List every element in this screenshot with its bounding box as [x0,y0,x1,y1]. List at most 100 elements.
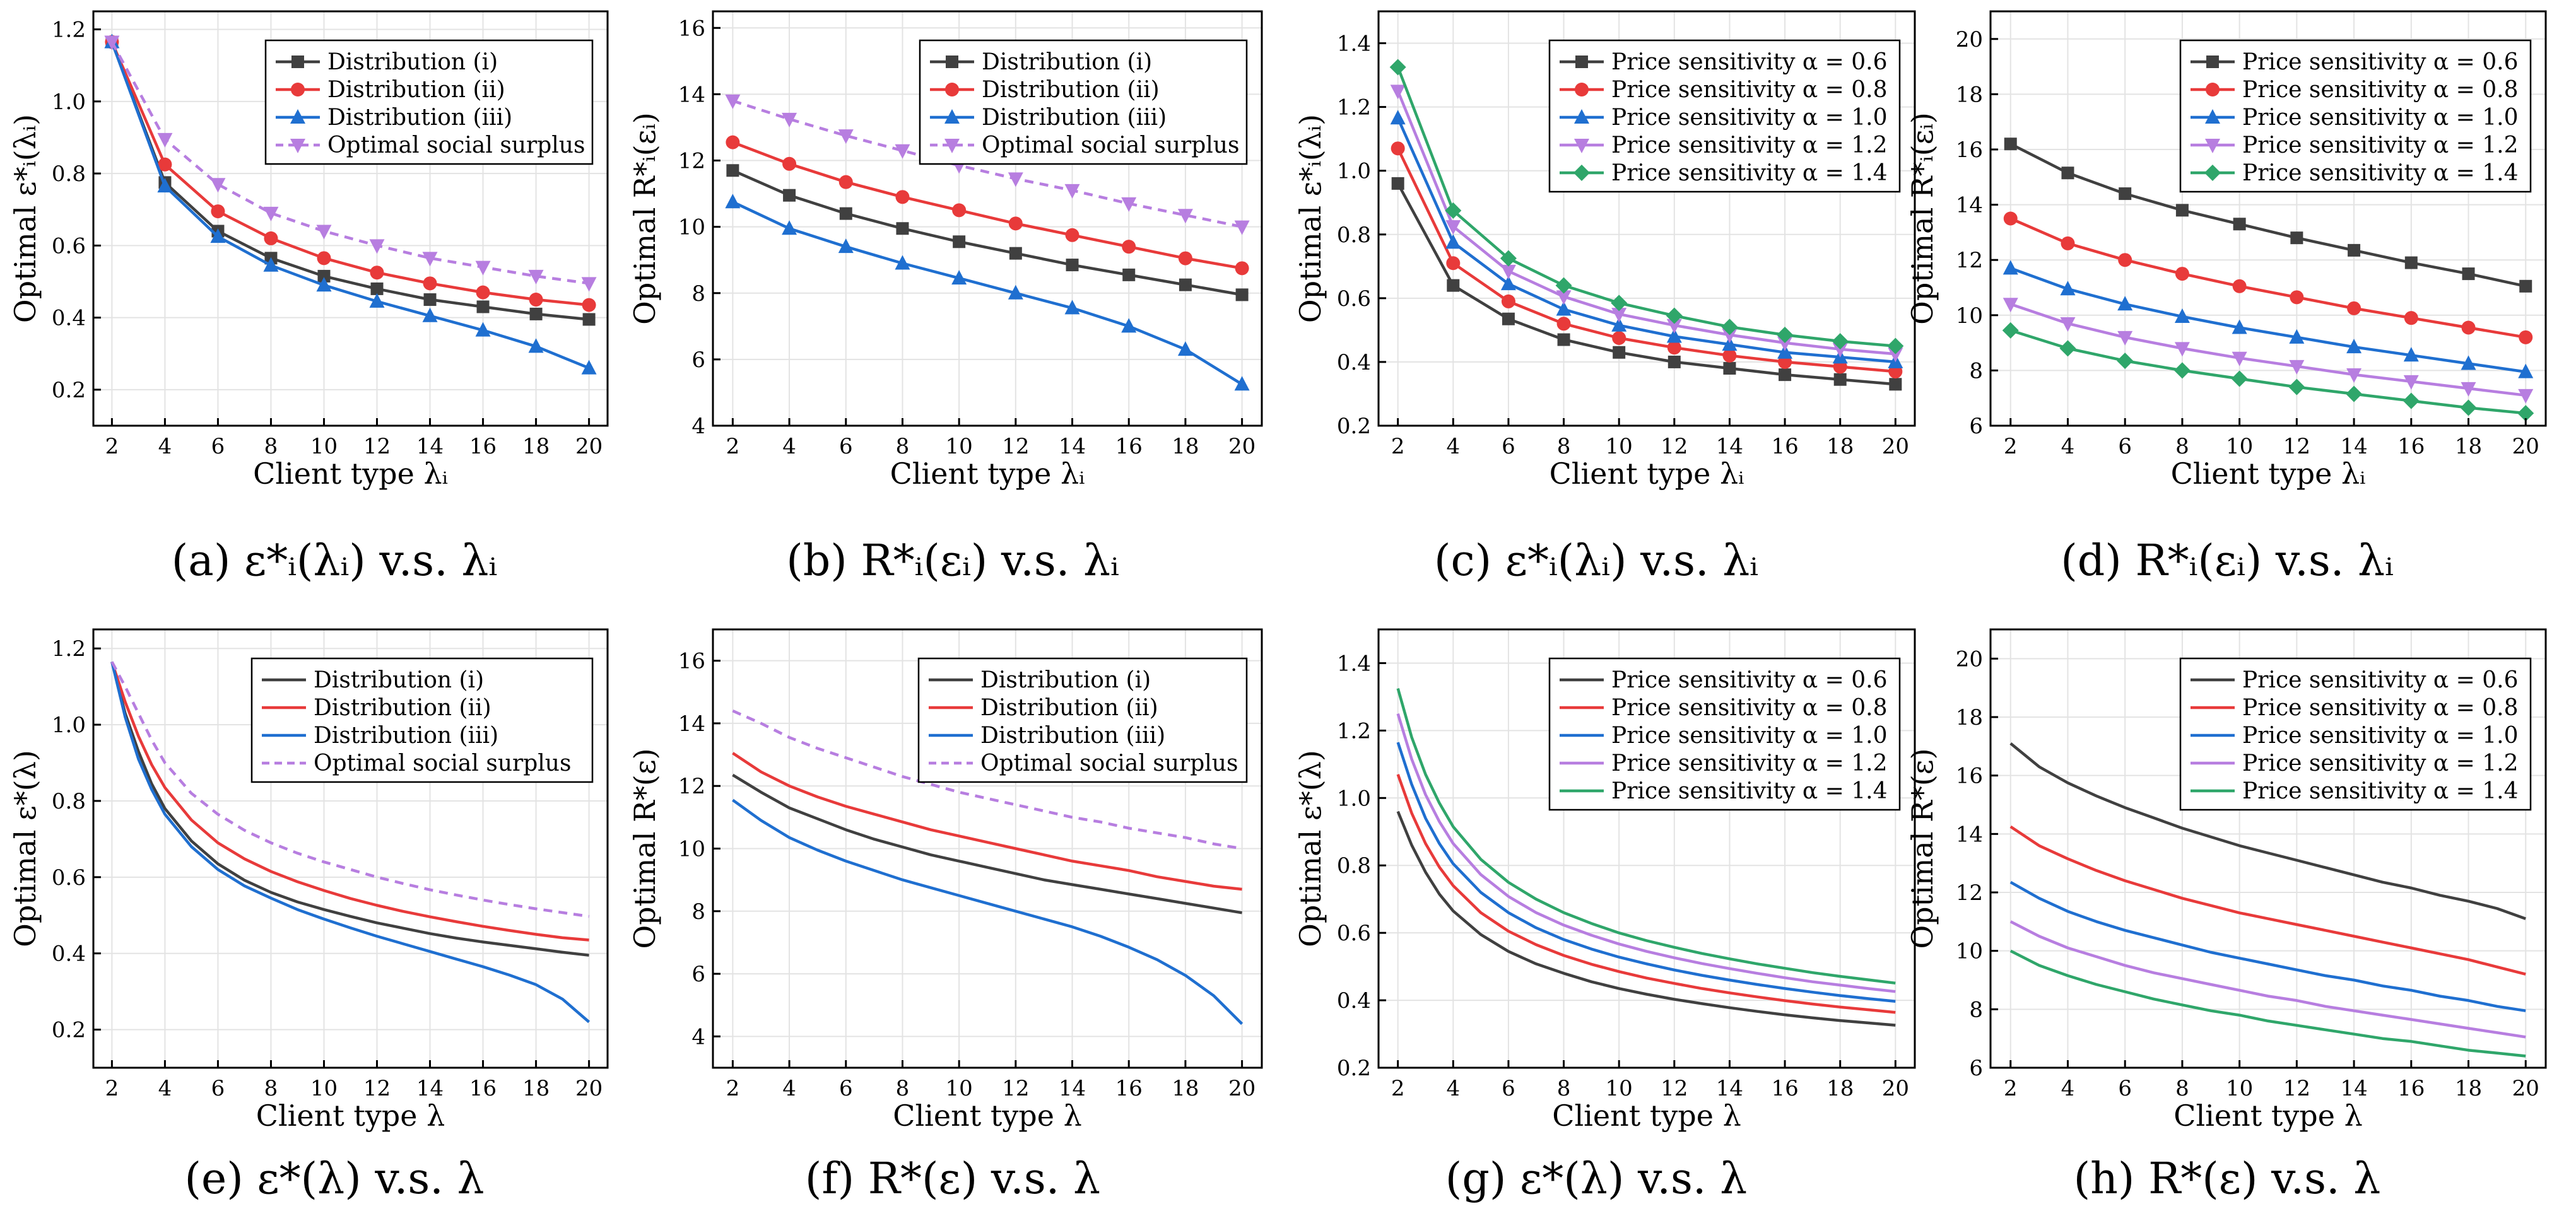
series-line-5 [1396,66,1896,348]
series-line-3 [2010,267,2526,373]
x-tick-label: 20 [2512,434,2539,459]
data-point [475,260,491,276]
legend-box [2179,657,2532,811]
data-point [782,156,797,171]
data-point [1612,331,1626,346]
y-tick-label: 0.4 [52,942,86,967]
series-line-4 [2010,303,2526,397]
data-point [895,190,910,204]
x-tick-label: 14 [2340,1076,2367,1101]
data-point [529,307,543,320]
x-tick-label: 12 [1002,434,1029,459]
x-tick-label: 4 [2061,434,2075,459]
data-point [158,157,172,172]
y-axis-label: Optimal R*ᵢ(εᵢ) [1905,112,1939,325]
data-point [1555,277,1572,294]
data-point [369,293,385,308]
series-line-2 [2009,217,2526,339]
legend-marker [944,139,960,153]
data-point [1008,172,1023,187]
series-line-1 [732,773,1242,914]
data-point [1779,368,1792,382]
caption-h: (h) R*(ε) v.s. λ [2073,1154,2381,1204]
legend-label-5: Price sensitivity α = 1.4 [1611,778,1888,804]
y-tick-label: 1.0 [52,713,86,738]
data-point [1500,276,1516,291]
data-point [1556,317,1571,331]
data-point [529,293,543,307]
series-line-2 [732,752,1242,891]
series-line-4 [1396,713,1896,993]
data-point [2003,211,2018,226]
data-point [2519,330,2533,344]
y-tick-label: 0.4 [1337,988,1371,1013]
legend-label-1: Price sensitivity α = 0.6 [2242,667,2519,693]
series-line-2 [1396,774,1896,1014]
y-tick-label: 18 [1956,705,1983,730]
data-point [1390,85,1406,100]
data-point [2404,311,2418,325]
legend: Distribution (i)Distribution (ii)Distrib… [264,39,594,165]
x-tick-label: 10 [946,434,973,459]
x-tick-label: 14 [416,434,444,459]
data-point [2175,267,2189,281]
data-point [476,285,490,300]
data-point [157,178,173,193]
x-tick-label: 14 [2340,434,2367,459]
x-tick-label: 6 [1502,434,1515,459]
data-point [1666,307,1683,324]
series-line-1 [110,41,589,321]
data-point [2117,296,2133,311]
data-point [1235,288,1249,301]
legend-label-3: Price sensitivity α = 1.0 [2242,105,2519,131]
y-tick-label: 8 [1969,997,1983,1022]
data-point [1777,326,1794,343]
y-tick-label: 16 [678,16,705,41]
x-tick-label: 8 [2175,1076,2189,1101]
data-point [1557,333,1570,346]
y-tick-label: 0.8 [52,789,86,814]
data-point [2462,267,2475,281]
data-point [1179,278,1192,291]
data-point [951,270,967,285]
legend-marker [945,83,959,96]
data-point [210,178,226,193]
legend-label-2: Distribution (ii) [327,77,505,103]
x-tick-label: 8 [896,434,910,459]
x-tick-label: 4 [782,434,796,459]
legend-label-1: Price sensitivity α = 0.6 [1611,49,1888,75]
y-tick-label: 0.2 [1337,414,1371,439]
x-tick-label: 10 [2226,1076,2253,1101]
data-point [2518,363,2534,378]
y-axis-label: Optimal R*(ε) [628,748,662,949]
data-point [2118,253,2132,267]
series-line-2 [1396,148,1896,373]
chart-a: 2 4 6 8 10 12 14 16 18 20 0.2 0.4 0.6 0.8 1.0 1.2 Client… [8,10,609,491]
y-axis-label: Optimal R*ᵢ(εᵢ) [628,112,662,325]
y-tick-label: 14 [1956,822,1983,847]
chart-f: 2 4 6 8 10 12 14 16 18 20 4 6 8 10 12 14 16 Client type λ… [628,628,1263,1133]
data-point [2231,370,2248,387]
data-point [2461,355,2476,370]
legend-marker [2206,55,2219,68]
data-point [2518,388,2534,404]
x-tick-label: 6 [1502,1076,1515,1101]
x-axis-label: Client type λᵢ [2171,457,2366,491]
series-line-5 [1396,687,1896,985]
y-tick-label: 8 [691,899,705,925]
x-tick-label: 16 [1771,1076,1798,1101]
y-tick-label: 0.6 [1337,286,1371,312]
data-point [211,204,225,219]
data-point [952,203,967,218]
x-tick-label: 2 [105,434,119,459]
x-tick-label: 16 [2397,434,2425,459]
data-point [1500,264,1516,279]
x-tick-label: 16 [1115,1076,1143,1101]
data-point [2460,399,2477,416]
legend-label-3: Distribution (iii) [327,105,512,131]
data-point [1666,318,1682,334]
data-point [1121,197,1137,212]
